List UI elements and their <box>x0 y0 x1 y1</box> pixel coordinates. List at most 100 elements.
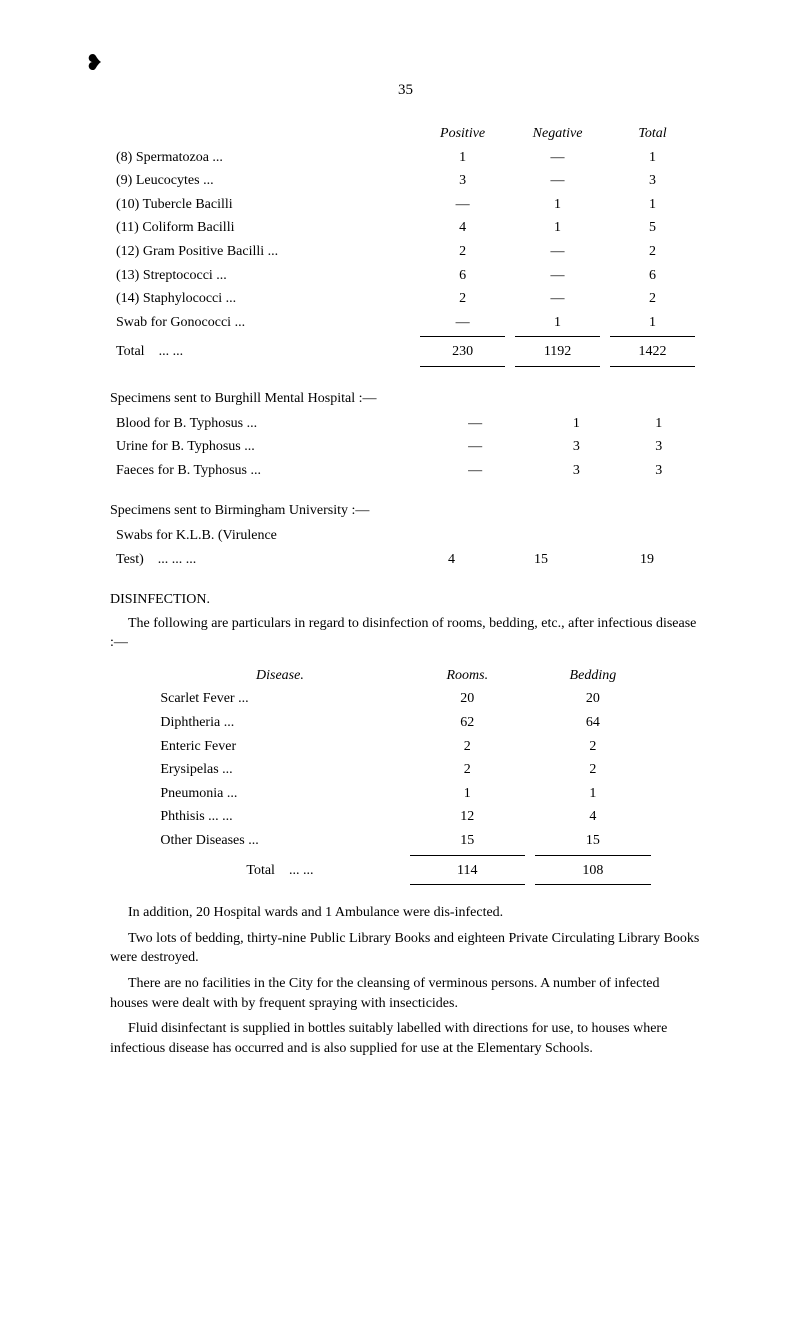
table-row: Enteric Fever 2 2 <box>156 736 654 758</box>
cell-pos: 3 <box>416 170 509 192</box>
rule-row <box>112 365 699 369</box>
total-bedding: 108 <box>531 860 655 882</box>
col-positive-header: Positive <box>416 123 509 145</box>
row-num: (10) <box>116 197 139 212</box>
table-row: Erysipelas ... 2 2 <box>156 759 654 781</box>
cell-neg: 3 <box>536 436 616 458</box>
table-row: Blood for B. Typhosus ... — 1 1 <box>112 413 699 435</box>
cell-bedding: 4 <box>531 806 655 828</box>
total-label: Total <box>116 344 145 359</box>
cell-tot: 2 <box>606 241 699 263</box>
row-label: Erysipelas ... <box>156 759 403 781</box>
decorative-teardrop: ❥ <box>85 48 103 79</box>
birmingham-heading: Specimens sent to Birmingham University … <box>110 501 701 521</box>
cell-bedding: 2 <box>531 736 655 758</box>
col-total-header: Total <box>606 123 699 145</box>
row-label: Pneumonia ... <box>156 783 403 805</box>
table-row: (8) Spermatozoa ... 1 — 1 <box>112 147 699 169</box>
rule-row <box>112 335 699 339</box>
bottom-p3: There are no facilities in the City for … <box>110 974 701 1013</box>
row-label: Diphtheria ... <box>156 712 403 734</box>
cell-rooms: 20 <box>406 688 530 710</box>
cell-neg: 15 <box>489 549 593 571</box>
test-label: Test) <box>116 552 144 567</box>
table-row: (11) Coliform Bacilli 4 1 5 <box>112 217 699 239</box>
col-negative-header: Negative <box>511 123 604 145</box>
row-num: (12) <box>116 244 139 259</box>
disinfection-para: The following are particulars in regard … <box>110 614 701 653</box>
birmingham-table: Swabs for K.L.B. (Virulence Test) ... ..… <box>110 523 701 572</box>
table-row: Scarlet Fever ... 20 20 <box>156 688 654 710</box>
cell-neg: — <box>511 288 604 310</box>
row-label: Spermatozoa ... <box>136 150 223 165</box>
cell-tot: 5 <box>606 217 699 239</box>
rule-row <box>156 883 654 887</box>
total-neg: 1192 <box>511 341 604 363</box>
table-row: (12) Gram Positive Bacilli ... 2 — 2 <box>112 241 699 263</box>
row-num: (9) <box>116 173 132 188</box>
cell-bedding: 15 <box>531 830 655 852</box>
cell-tot: 2 <box>606 288 699 310</box>
cell-rooms: 1 <box>406 783 530 805</box>
cell-bedding: 64 <box>531 712 655 734</box>
cell-pos: 6 <box>416 265 509 287</box>
row-label: Other Diseases ... <box>156 830 403 852</box>
cell-neg: — <box>511 147 604 169</box>
cell-tot: 1 <box>606 147 699 169</box>
table-row: Phthisis ... ... 12 4 <box>156 806 654 828</box>
cell-neg: — <box>511 241 604 263</box>
table-row: Pneumonia ... 1 1 <box>156 783 654 805</box>
bottom-p1: In addition, 20 Hospital wards and 1 Amb… <box>110 903 701 923</box>
row-label: Staphylococci ... <box>143 291 236 306</box>
swab-label: Swab for Gonococci ... <box>112 312 414 334</box>
cell-tot: 19 <box>595 549 699 571</box>
bottom-p2: Two lots of bedding, thirty-nine Public … <box>110 929 701 968</box>
cell-rooms: 15 <box>406 830 530 852</box>
total-pos: 230 <box>416 341 509 363</box>
cell-tot: 1 <box>619 413 699 435</box>
cell-bedding: 20 <box>531 688 655 710</box>
total-rooms: 114 <box>406 860 530 882</box>
row-label: Streptococci ... <box>143 268 227 283</box>
table-row: Urine for B. Typhosus ... — 3 3 <box>112 436 699 458</box>
table-row: (14) Staphylococci ... 2 — 2 <box>112 288 699 310</box>
rule-row <box>156 854 654 858</box>
cell-neg: — <box>511 265 604 287</box>
row-label: Scarlet Fever ... <box>156 688 403 710</box>
cell-pos: 4 <box>416 217 509 239</box>
row-label: Leucocytes ... <box>136 173 214 188</box>
cell-pos: — <box>416 413 534 435</box>
total-label: Total <box>246 863 275 878</box>
cell-pos: — <box>416 460 534 482</box>
table-row: Diphtheria ... 62 64 <box>156 712 654 734</box>
cell-tot: 3 <box>619 436 699 458</box>
table-row: Swab for Gonococci ... — 1 1 <box>112 312 699 334</box>
cell-neg: — <box>511 170 604 192</box>
cell-rooms: 62 <box>406 712 530 734</box>
cell-tot: 6 <box>606 265 699 287</box>
burghill-table: Blood for B. Typhosus ... — 1 1 Urine fo… <box>110 411 701 484</box>
cell-pos: 2 <box>416 241 509 263</box>
row-label: Urine for B. Typhosus <box>116 439 241 454</box>
cell-pos: — <box>416 194 509 216</box>
page-number: 35 <box>110 80 701 101</box>
row-num: (13) <box>116 268 139 283</box>
table-row: Test) ... ... ... 4 15 19 <box>112 549 699 571</box>
col-bedding-header: Bedding <box>531 665 655 687</box>
col-disease-header: Disease. <box>156 665 403 687</box>
table-row: Other Diseases ... 15 15 <box>156 830 654 852</box>
swabs-sub: Swabs for K.L.B. (Virulence <box>112 525 414 547</box>
cell-bedding: 1 <box>531 783 655 805</box>
cell-tot: 3 <box>606 170 699 192</box>
bottom-p4: Fluid disinfectant is supplied in bottle… <box>110 1019 701 1058</box>
row-label: Gram Positive Bacilli ... <box>143 244 278 259</box>
row-label: Enteric Fever <box>156 736 403 758</box>
cell-neg: 1 <box>536 413 616 435</box>
total-row: Total ... ... 230 1192 1422 <box>112 341 699 363</box>
bottom-paragraphs: In addition, 20 Hospital wards and 1 Amb… <box>110 903 701 1058</box>
table-row: (9) Leucocytes ... 3 — 3 <box>112 170 699 192</box>
total-row: Total ... ... 114 108 <box>156 860 654 882</box>
row-label: Faeces for B. Typhosus <box>116 463 247 478</box>
row-num: (8) <box>116 150 132 165</box>
cell-bedding: 2 <box>531 759 655 781</box>
